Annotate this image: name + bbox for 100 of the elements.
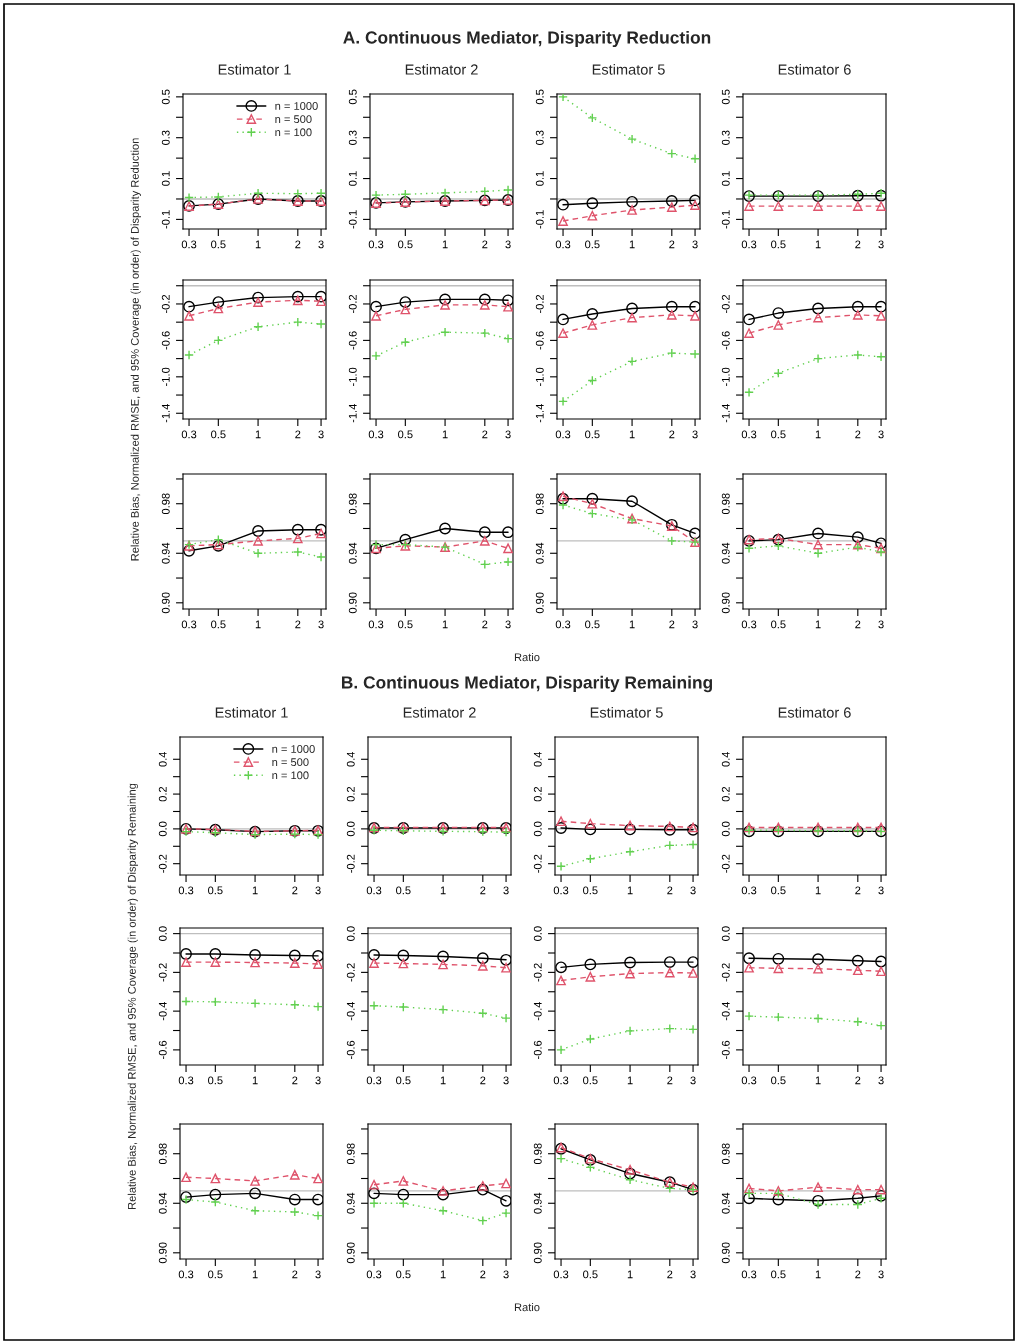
x-tick-label: 0.5 bbox=[396, 1076, 411, 1085]
x-tick-label: 0.3 bbox=[366, 1270, 382, 1279]
x-tick-label: 3 bbox=[315, 1076, 321, 1085]
x-tick-label: 2 bbox=[292, 886, 298, 895]
x-tick-label: 3 bbox=[318, 430, 324, 439]
y-tick-label: 0.4 bbox=[346, 751, 355, 767]
legend-label: n = 500 bbox=[272, 758, 309, 767]
x-tick-label: 3 bbox=[878, 620, 884, 629]
y-tick-label: 0.0 bbox=[533, 926, 542, 941]
x-tick-label: 1 bbox=[442, 620, 448, 629]
x-tick-label: 2 bbox=[855, 620, 861, 629]
y-tick-label: 0.3 bbox=[721, 130, 730, 145]
x-tick-label: 1 bbox=[627, 1076, 633, 1085]
chart-title: Estimator 2 bbox=[403, 706, 476, 718]
y-tick-label: -0.6 bbox=[721, 1040, 730, 1059]
y-tick-label: 0.90 bbox=[161, 592, 170, 614]
y-tick-label: 0.1 bbox=[161, 171, 170, 186]
y-tick-label: 0.5 bbox=[535, 89, 544, 105]
x-tick-label: 3 bbox=[692, 430, 698, 439]
x-tick-label: 0.3 bbox=[553, 1270, 569, 1279]
y-tick-label: -0.1 bbox=[348, 210, 357, 229]
y-tick-label: -1.0 bbox=[161, 367, 170, 386]
x-tick-label: 1 bbox=[629, 240, 635, 249]
x-tick-label: 2 bbox=[482, 240, 488, 249]
x-tick-label: 0.5 bbox=[585, 240, 600, 249]
x-tick-label: 0.3 bbox=[741, 1076, 757, 1085]
y-tick-label: -0.4 bbox=[533, 1001, 542, 1021]
y-tick-label: -0.2 bbox=[346, 854, 355, 873]
x-tick-label: 3 bbox=[878, 1270, 884, 1279]
y-tick-label: 0.98 bbox=[346, 1143, 355, 1165]
y-tick-label: -1.0 bbox=[535, 367, 544, 386]
x-tick-label: 0.5 bbox=[583, 1270, 598, 1279]
x-tick-label: 0.3 bbox=[741, 620, 757, 629]
x-tick-label: 0.3 bbox=[366, 886, 382, 895]
x-tick-label: 0.5 bbox=[583, 886, 598, 895]
x-tick-label: 2 bbox=[855, 240, 861, 249]
x-tick-label: 3 bbox=[505, 430, 511, 439]
y-tick-label: 0.94 bbox=[346, 1192, 355, 1214]
x-tick-label: 0.3 bbox=[181, 430, 197, 439]
x-tick-label: 2 bbox=[667, 1270, 673, 1279]
y-tick-label: -0.6 bbox=[158, 1040, 167, 1059]
x-tick-label: 0.3 bbox=[553, 886, 569, 895]
x-axis-title: Ratio bbox=[514, 1303, 540, 1312]
y-tick-label: -0.2 bbox=[721, 854, 730, 873]
y-tick-label: 0.0 bbox=[158, 926, 167, 941]
legend-label: n = 100 bbox=[272, 771, 309, 780]
x-tick-label: 0.5 bbox=[211, 240, 226, 249]
y-tick-label: -0.1 bbox=[161, 210, 170, 229]
y-tick-label: 0.94 bbox=[533, 1192, 542, 1214]
y-tick-label: 0.94 bbox=[535, 542, 544, 564]
chart-title: Estimator 1 bbox=[215, 706, 288, 718]
x-tick-label: 2 bbox=[855, 1076, 861, 1085]
y-tick-label: 0.0 bbox=[158, 821, 167, 837]
x-tick-label: 0.5 bbox=[771, 1076, 786, 1085]
y-tick-label: 0.94 bbox=[721, 542, 730, 564]
y-tick-label: 0.90 bbox=[721, 1242, 730, 1264]
x-tick-label: 1 bbox=[815, 1270, 821, 1279]
y-tick-label: -0.2 bbox=[721, 963, 730, 982]
x-tick-label: 0.5 bbox=[771, 1270, 786, 1279]
x-tick-label: 2 bbox=[295, 240, 301, 249]
x-tick-label: 0.3 bbox=[368, 620, 384, 629]
x-tick-label: 3 bbox=[505, 240, 511, 249]
y-tick-label: 0.3 bbox=[161, 130, 170, 145]
x-tick-label: 3 bbox=[878, 430, 884, 439]
x-tick-label: 2 bbox=[667, 1076, 673, 1085]
chart-title: Estimator 5 bbox=[592, 63, 665, 75]
x-tick-label: 1 bbox=[629, 620, 635, 629]
x-tick-label: 0.3 bbox=[741, 1270, 757, 1279]
y-tick-label: 0.0 bbox=[346, 926, 355, 941]
x-tick-label: 0.5 bbox=[211, 430, 226, 439]
text: A. Continuous Mediator, Disparity Reduction bbox=[343, 30, 711, 48]
y-tick-label: 0.90 bbox=[346, 1242, 355, 1264]
x-tick-label: 2 bbox=[669, 240, 675, 249]
x-tick-label: 0.3 bbox=[178, 1270, 194, 1279]
x-tick-label: 3 bbox=[318, 620, 324, 629]
x-tick-label: 1 bbox=[252, 1270, 258, 1279]
x-tick-label: 3 bbox=[690, 886, 696, 895]
y-tick-label: 0.0 bbox=[533, 821, 542, 837]
y-tick-label: -1.4 bbox=[721, 404, 730, 423]
x-tick-label: 0.3 bbox=[553, 1076, 569, 1085]
y-tick-label: 0.1 bbox=[721, 171, 730, 186]
x-tick-label: 1 bbox=[627, 1270, 633, 1279]
y-tick-label: -0.6 bbox=[346, 1040, 355, 1059]
y-tick-label: 0.98 bbox=[533, 1143, 542, 1165]
x-tick-label: 1 bbox=[440, 886, 446, 895]
x-tick-label: 1 bbox=[255, 240, 261, 249]
y-tick-label: -1.4 bbox=[161, 404, 170, 423]
x-tick-label: 0.3 bbox=[178, 1076, 194, 1085]
legend-label: n = 1000 bbox=[272, 745, 315, 753]
legend-label: n = 1000 bbox=[275, 102, 318, 110]
x-tick-label: 3 bbox=[315, 1270, 321, 1279]
y-tick-label: -0.2 bbox=[346, 963, 355, 982]
y-tick-label: -0.2 bbox=[158, 854, 167, 873]
x-tick-label: 0.3 bbox=[555, 620, 571, 629]
x-tick-label: 1 bbox=[815, 1076, 821, 1085]
y-tick-label: 0.0 bbox=[346, 821, 355, 837]
x-tick-label: 0.5 bbox=[398, 430, 413, 439]
y-tick-label: 0.90 bbox=[535, 592, 544, 614]
y-tick-label: 0.90 bbox=[533, 1242, 542, 1264]
y-tick-label: 0.4 bbox=[158, 751, 167, 767]
